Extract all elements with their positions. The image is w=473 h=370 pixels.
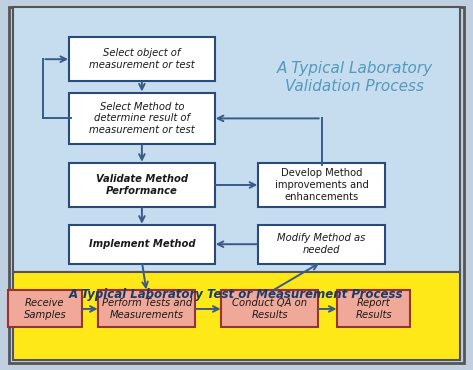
- Text: Report
Results: Report Results: [355, 298, 392, 320]
- FancyBboxPatch shape: [9, 7, 464, 363]
- FancyBboxPatch shape: [69, 225, 215, 263]
- Text: A Typical Laboratory Test or Measurement Process: A Typical Laboratory Test or Measurement…: [69, 287, 404, 301]
- FancyBboxPatch shape: [13, 7, 460, 272]
- Text: Select object of
measurement or test: Select object of measurement or test: [89, 48, 195, 70]
- FancyBboxPatch shape: [69, 163, 215, 207]
- FancyBboxPatch shape: [221, 290, 318, 327]
- Text: Receive
Samples: Receive Samples: [24, 298, 66, 320]
- FancyBboxPatch shape: [258, 225, 385, 263]
- Text: Perform Tests and
Measurements: Perform Tests and Measurements: [102, 298, 192, 320]
- Text: Implement Method: Implement Method: [88, 239, 195, 249]
- Text: Modify Method as
needed: Modify Method as needed: [278, 233, 366, 255]
- FancyBboxPatch shape: [337, 290, 411, 327]
- Text: A Typical Laboratory
Validation Process: A Typical Laboratory Validation Process: [277, 61, 433, 94]
- Text: Validate Method
Performance: Validate Method Performance: [96, 174, 188, 196]
- FancyBboxPatch shape: [69, 92, 215, 144]
- FancyBboxPatch shape: [98, 290, 195, 327]
- FancyBboxPatch shape: [9, 290, 82, 327]
- FancyBboxPatch shape: [258, 163, 385, 207]
- Text: Select Method to
determine result of
measurement or test: Select Method to determine result of mea…: [89, 102, 195, 135]
- Text: Develop Method
improvements and
enhancements: Develop Method improvements and enhancem…: [275, 168, 368, 202]
- FancyBboxPatch shape: [13, 272, 460, 360]
- FancyBboxPatch shape: [69, 37, 215, 81]
- Text: Conduct QA on
Results: Conduct QA on Results: [232, 298, 307, 320]
